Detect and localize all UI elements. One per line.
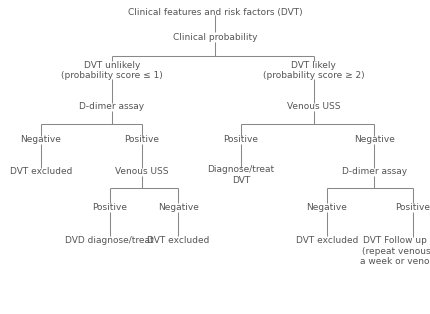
Text: Venous USS: Venous USS bbox=[287, 102, 341, 111]
Text: D-dimer assay: D-dimer assay bbox=[341, 167, 407, 176]
Text: Negative: Negative bbox=[158, 203, 199, 212]
Text: Positive: Positive bbox=[395, 203, 430, 212]
Text: DVD diagnose/treat: DVD diagnose/treat bbox=[65, 236, 154, 245]
Text: Positive: Positive bbox=[223, 135, 258, 144]
Text: Clinical features and risk factors (DVT): Clinical features and risk factors (DVT) bbox=[128, 8, 302, 17]
Text: Positive: Positive bbox=[124, 135, 160, 144]
Text: DVT Follow up studies
(repeat venous USS in
a week or venography): DVT Follow up studies (repeat venous USS… bbox=[360, 236, 430, 266]
Text: DVT excluded: DVT excluded bbox=[9, 167, 72, 176]
Text: Negative: Negative bbox=[306, 203, 347, 212]
Text: DVT excluded: DVT excluded bbox=[147, 236, 210, 245]
Text: Positive: Positive bbox=[92, 203, 127, 212]
Text: Diagnose/treat
DVT: Diagnose/treat DVT bbox=[207, 165, 274, 185]
Text: DVT unlikely
(probability score ≤ 1): DVT unlikely (probability score ≤ 1) bbox=[61, 61, 163, 80]
Text: D-dimer assay: D-dimer assay bbox=[79, 102, 144, 111]
Text: Negative: Negative bbox=[20, 135, 61, 144]
Text: DVT excluded: DVT excluded bbox=[295, 236, 358, 245]
Text: Negative: Negative bbox=[353, 135, 395, 144]
Text: DVT likely
(probability score ≥ 2): DVT likely (probability score ≥ 2) bbox=[263, 61, 365, 80]
Text: Clinical probability: Clinical probability bbox=[173, 33, 257, 42]
Text: Venous USS: Venous USS bbox=[115, 167, 169, 176]
